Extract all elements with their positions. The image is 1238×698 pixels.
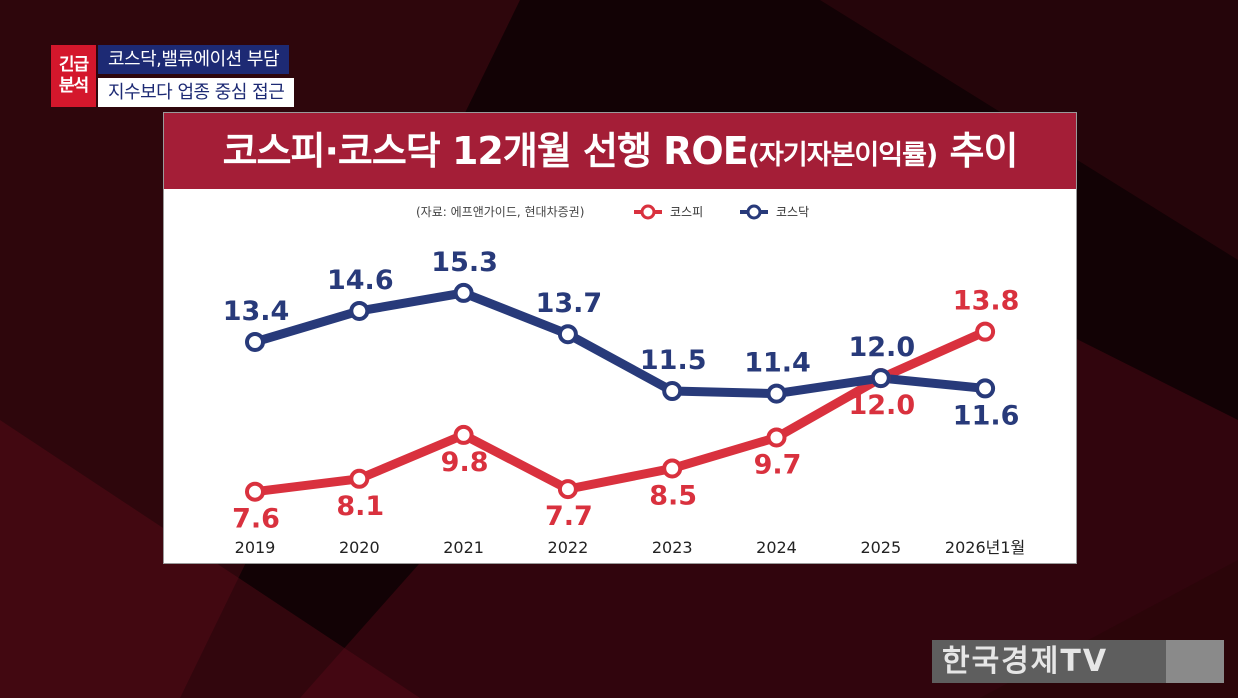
x-tick-label: 2019 — [235, 538, 276, 557]
headline-1: 코스닥,밸류에이션 부담 — [98, 45, 290, 74]
data-label: 8.1 — [336, 491, 384, 522]
logo-block — [1166, 640, 1224, 683]
data-label: 14.6 — [327, 265, 394, 296]
x-tick-label: 2022 — [548, 538, 589, 557]
chart-source: (자료: 에프앤가이드, 현대차증권) — [416, 205, 584, 219]
data-point — [766, 427, 787, 448]
data-label: 9.8 — [441, 447, 489, 478]
series-line-0 — [250, 327, 990, 497]
data-label: 11.4 — [744, 348, 811, 379]
legend-label-0: 코스피 — [670, 205, 703, 219]
chart-title: 코스피·코스닥 12개월 선행 ROE(자기자본이익률) 추이 — [164, 113, 1076, 189]
data-label: 11.6 — [953, 400, 1020, 431]
data-point — [557, 479, 578, 500]
channel-logo: 한국경제TV — [932, 640, 1224, 683]
x-tick-label: 2026년1월 — [945, 538, 1025, 557]
series-line-1 — [250, 288, 990, 399]
data-point — [557, 324, 578, 345]
data-point — [766, 383, 787, 404]
data-label: 7.7 — [545, 501, 593, 532]
chart-title-main: 코스피·코스닥 12개월 선행 ROE — [222, 129, 749, 173]
headline-2: 지수보다 업종 중심 접근 — [98, 78, 295, 107]
chart-title-paren: (자기자본이익률) — [747, 140, 939, 171]
data-label: 12.0 — [848, 390, 915, 421]
data-point — [245, 331, 265, 352]
x-tick-label: 2023 — [652, 538, 693, 557]
data-point — [975, 378, 996, 399]
data-label: 8.5 — [649, 480, 697, 511]
badge-line-1: 긴급 — [58, 55, 89, 75]
data-point — [975, 321, 996, 342]
x-tick-label: 2020 — [339, 538, 380, 557]
x-tick-label: 2025 — [860, 538, 901, 557]
legend-label-1: 코스닥 — [776, 205, 809, 219]
data-label: 12.0 — [848, 332, 915, 363]
data-label: 7.6 — [232, 504, 280, 535]
data-point — [662, 381, 683, 401]
data-point — [245, 481, 265, 502]
data-label: 15.3 — [431, 247, 498, 278]
chart-card: 코스피·코스닥 12개월 선행 ROE(자기자본이익률) 추이 (자료: 에프앤… — [163, 112, 1077, 564]
data-point — [349, 468, 370, 489]
logo-text: 한국경제TV — [942, 644, 1109, 679]
line-chart: (자료: 에프앤가이드, 현대차증권) 코스피 코스닥 2019 2020 2021 202… — [223, 204, 1025, 557]
legend-marker-0 — [640, 204, 656, 220]
data-point — [662, 458, 683, 479]
data-point — [453, 282, 474, 303]
legend-marker-1 — [746, 204, 762, 220]
data-label: 13.4 — [223, 296, 290, 327]
x-tick-label: 2021 — [443, 538, 484, 557]
data-point — [870, 368, 891, 389]
data-label: 9.7 — [754, 449, 802, 480]
data-point — [349, 300, 370, 321]
data-label: 11.5 — [640, 345, 707, 376]
badge-line-2: 분석 — [58, 76, 89, 96]
x-tick-label: 2024 — [756, 538, 797, 557]
data-point — [453, 424, 474, 445]
chart-title-tail: 추이 — [937, 129, 1018, 173]
data-label: 13.7 — [536, 288, 603, 319]
data-label: 13.8 — [953, 286, 1020, 317]
urgent-analysis-badge: 긴급 분석 — [51, 45, 96, 107]
